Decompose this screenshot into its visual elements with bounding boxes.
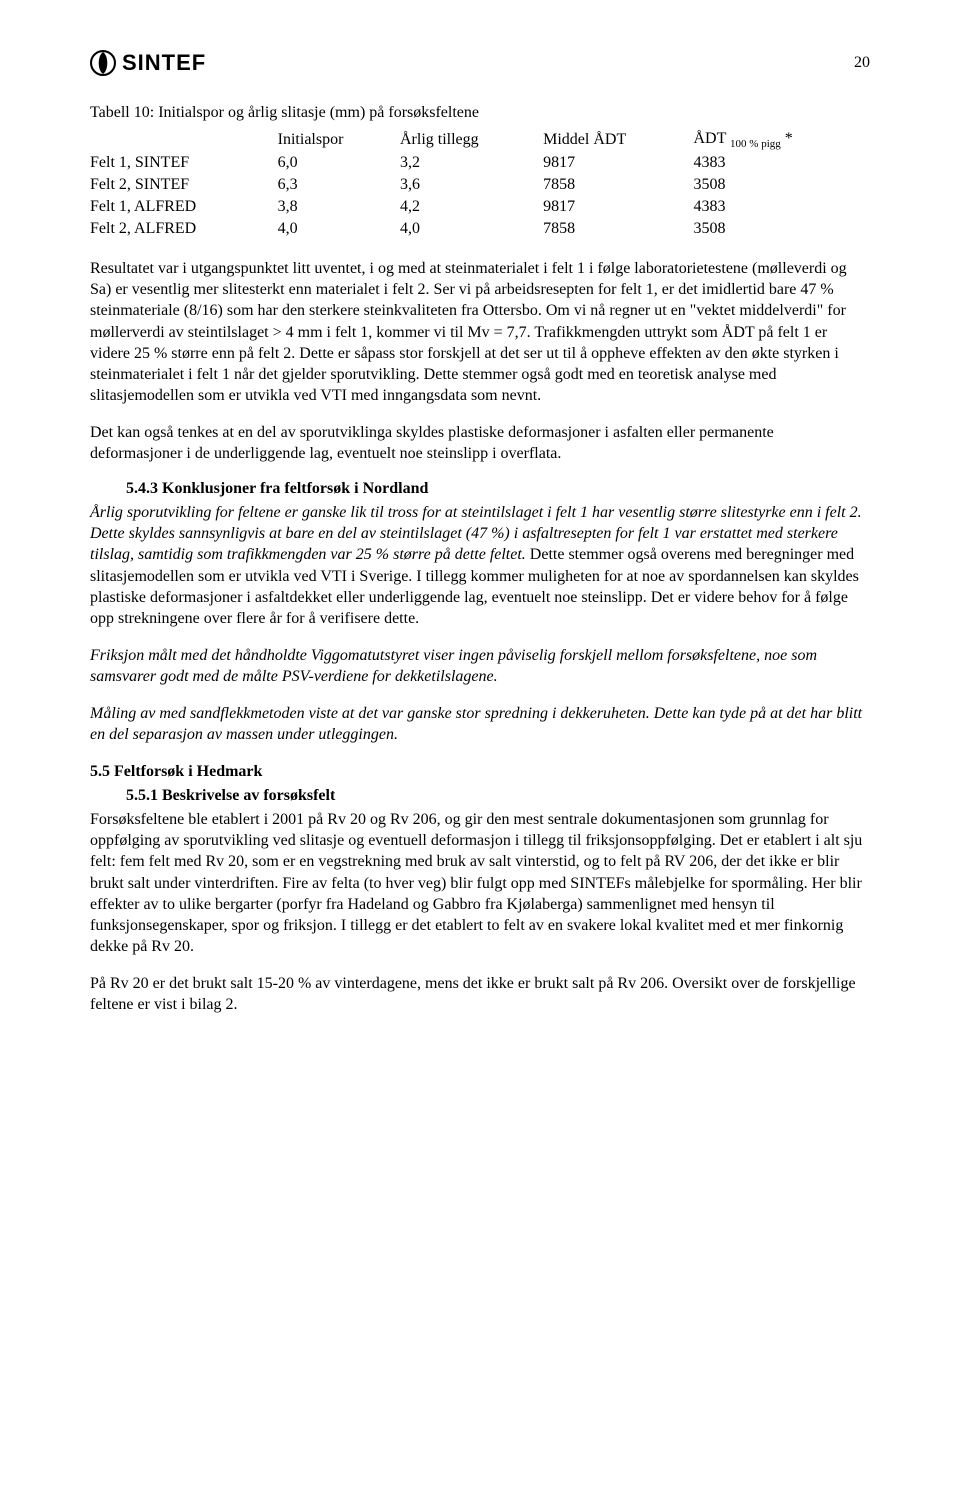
col-header: Middel ÅDT [543, 128, 693, 152]
cell: 7858 [543, 218, 693, 240]
logo-mark-icon [90, 50, 116, 76]
cell: 4,2 [400, 196, 543, 218]
cell: 4,0 [278, 218, 400, 240]
paragraph: Måling av med sandflekkmetoden viste at … [90, 703, 870, 745]
row-label: Felt 2, ALFRED [90, 218, 278, 240]
table-row: Felt 2, ALFRED 4,0 4,0 7858 3508 [90, 218, 870, 240]
paragraph: Resultatet var i utgangspunktet litt uve… [90, 258, 870, 406]
col-header [90, 128, 278, 152]
table-row: Felt 1, SINTEF 6,0 3,2 9817 4383 [90, 152, 870, 174]
table-row: Felt 1, ALFRED 3,8 4,2 9817 4383 [90, 196, 870, 218]
paragraph: På Rv 20 er det brukt salt 15-20 % av vi… [90, 973, 870, 1015]
cell: 4383 [693, 152, 870, 174]
paragraph: Friksjon målt med det håndholdte Viggoma… [90, 645, 870, 687]
paragraph: Forsøksfeltene ble etablert i 2001 på Rv… [90, 809, 870, 957]
cell: 9817 [543, 152, 693, 174]
page-container: SINTEF 20 Tabell 10: Initialspor og årli… [0, 0, 960, 1091]
cell: 3,6 [400, 174, 543, 196]
cell: 6,3 [278, 174, 400, 196]
cell: 4383 [693, 196, 870, 218]
cell: 4,0 [400, 218, 543, 240]
cell: 3,2 [400, 152, 543, 174]
data-table: Initialspor Årlig tillegg Middel ÅDT ÅDT… [90, 128, 870, 240]
section-heading-551: 5.5.1 Beskrivelse av forsøksfelt [126, 787, 870, 805]
table-row: Felt 2, SINTEF 6,3 3,6 7858 3508 [90, 174, 870, 196]
cell: 3508 [693, 174, 870, 196]
cell: 7858 [543, 174, 693, 196]
page-number: 20 [854, 54, 870, 72]
section-heading-55: 5.5 Feltforsøk i Hedmark [90, 763, 870, 781]
row-label: Felt 1, SINTEF [90, 152, 278, 174]
page-header: SINTEF 20 [90, 50, 870, 76]
col-header: Initialspor [278, 128, 400, 152]
cell: 9817 [543, 196, 693, 218]
row-label: Felt 2, SINTEF [90, 174, 278, 196]
cell: 3,8 [278, 196, 400, 218]
row-label: Felt 1, ALFRED [90, 196, 278, 218]
logo: SINTEF [90, 50, 206, 76]
logo-text: SINTEF [122, 50, 206, 76]
table-header-row: Initialspor Årlig tillegg Middel ÅDT ÅDT… [90, 128, 870, 152]
col-header: Årlig tillegg [400, 128, 543, 152]
section-heading-543: 5.4.3 Konklusjoner fra feltforsøk i Nord… [126, 480, 870, 498]
table-title: Tabell 10: Initialspor og årlig slitasje… [90, 104, 870, 122]
cell: 6,0 [278, 152, 400, 174]
paragraph: Årlig sporutvikling for feltene er gansk… [90, 502, 870, 629]
col-header: ÅDT 100 % pigg * [693, 128, 870, 152]
cell: 3508 [693, 218, 870, 240]
paragraph: Det kan også tenkes at en del av sporutv… [90, 422, 870, 464]
